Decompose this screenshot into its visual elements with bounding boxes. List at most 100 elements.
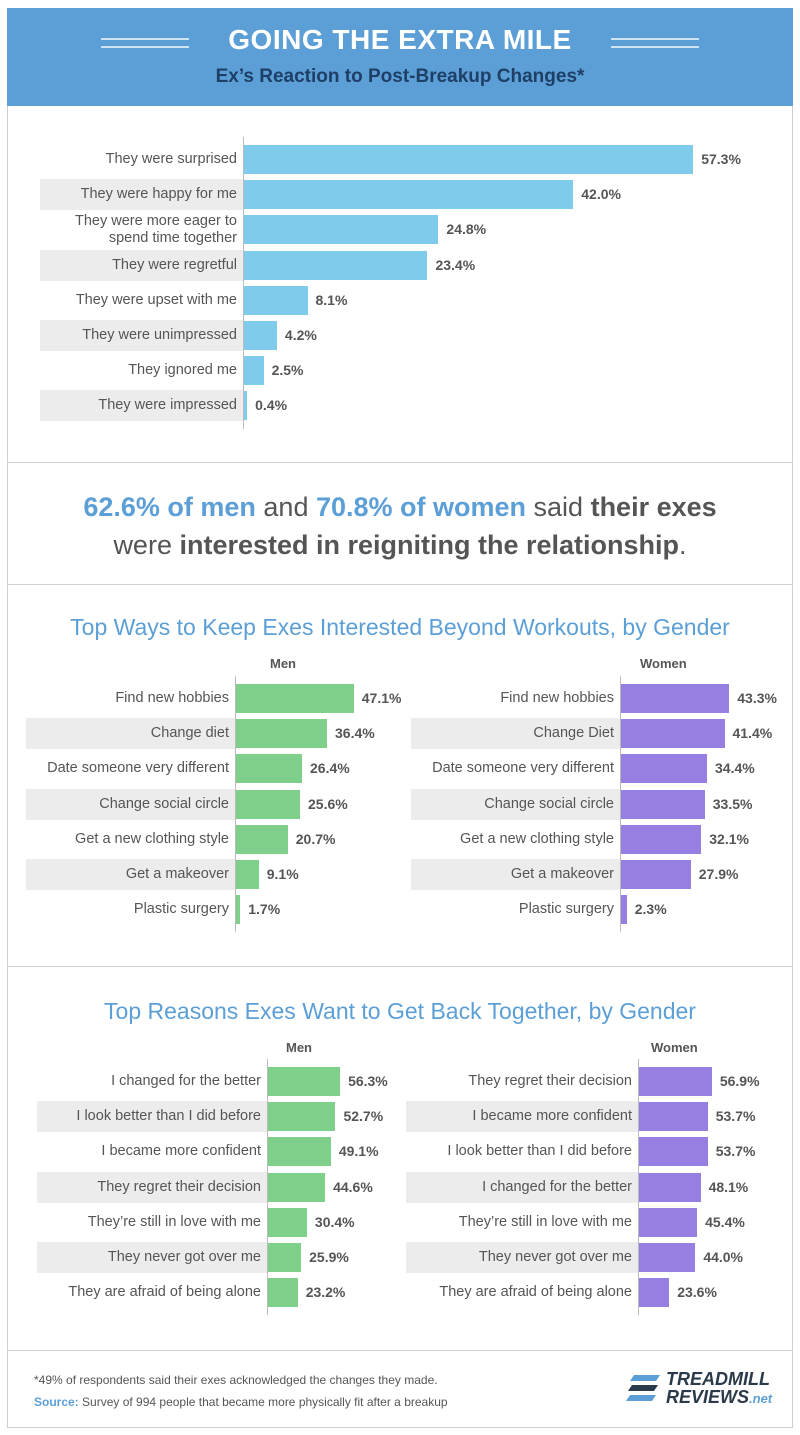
reaction-value-label: 57.3% bbox=[701, 151, 741, 167]
reasons-women-category-label: They are afraid of being alone bbox=[439, 1284, 632, 1301]
ways-women-value-label: 27.9% bbox=[698, 866, 739, 882]
ways-men-category-label: Plastic surgery bbox=[133, 901, 229, 918]
reaction-value-label: 23.4% bbox=[435, 256, 476, 273]
divider-3 bbox=[7, 966, 793, 967]
callout-period: . bbox=[679, 530, 687, 560]
reasons-men-header: Men bbox=[286, 1040, 312, 1055]
reasons-men-category-label: I changed for the better bbox=[111, 1073, 261, 1089]
ways-chart-title: Top Ways to Keep Exes Interested Beyond … bbox=[70, 614, 730, 640]
ways-men-value-label: 1.7% bbox=[248, 901, 281, 918]
reasons-women-bar bbox=[639, 1137, 708, 1167]
title-rule-left bbox=[101, 38, 189, 40]
reasons-men-category-label: I became more confident bbox=[101, 1143, 261, 1160]
ways-women-value-label: 2.3% bbox=[634, 901, 667, 918]
reasons-women-category-label: I look better than I did before bbox=[447, 1143, 632, 1160]
reaction-value-label: 4.2% bbox=[284, 327, 317, 343]
source-text: Survey of 994 people that became more ph… bbox=[78, 1395, 448, 1409]
ways-men-row-band bbox=[26, 718, 235, 750]
ways-women-row-band bbox=[411, 859, 620, 890]
source-line: Source: Survey of 994 people that became… bbox=[34, 1395, 448, 1409]
reasons-women-value-label: 53.7% bbox=[715, 1108, 756, 1125]
ways-women-bar bbox=[621, 895, 627, 925]
reasons-men-bar bbox=[268, 1278, 298, 1308]
ways-men-value-label: 20.7% bbox=[295, 830, 336, 847]
reasons-women-value-label: 44.0% bbox=[703, 1249, 744, 1265]
reaction-bar bbox=[244, 321, 277, 350]
reasons-women-value-label: 48.1% bbox=[708, 1178, 749, 1195]
ways-women-header: Women bbox=[640, 656, 687, 671]
header-banner: GOING THE EXTRA MILE Ex’s Reaction to Po… bbox=[7, 8, 793, 106]
reaction-row-band bbox=[40, 390, 243, 422]
ways-women-row-band bbox=[411, 718, 620, 750]
callout-interested: interested in reigniting the relationshi… bbox=[179, 530, 680, 560]
ways-women-bar bbox=[621, 860, 691, 889]
ways-men-category-label: Get a new clothing style bbox=[75, 830, 229, 847]
reasons-women-bar bbox=[639, 1278, 670, 1308]
ways-men-category-label: Find new hobbies bbox=[115, 690, 229, 706]
footnote: *49% of respondents said their exes ackn… bbox=[34, 1373, 438, 1387]
ways-men-bar bbox=[236, 719, 327, 749]
reasons-men-bar bbox=[268, 1172, 326, 1202]
ways-men-row-band bbox=[26, 788, 235, 820]
reasons-women-row-band bbox=[406, 1101, 638, 1133]
reasons-women-value-label: 53.7% bbox=[715, 1143, 756, 1160]
ways-women-category-label: Plastic surgery bbox=[518, 901, 614, 918]
reaction-category-label: They were surprised bbox=[105, 151, 237, 167]
reasons-men-value-label: 56.3% bbox=[348, 1073, 388, 1089]
reaction-value-label: 8.1% bbox=[315, 291, 348, 308]
divider-1 bbox=[7, 462, 793, 463]
reaction-value-label: 24.8% bbox=[446, 221, 487, 238]
callout-their-exes: their exes bbox=[590, 492, 717, 522]
reasons-men-category-label: I look better than I did before bbox=[76, 1108, 261, 1125]
reaction-row-band bbox=[40, 179, 243, 211]
reasons-men-value-label: 49.1% bbox=[338, 1143, 379, 1160]
ways-men-value-label: 47.1% bbox=[361, 690, 402, 706]
reaction-value-label: 2.5% bbox=[271, 362, 304, 379]
callout-said: said bbox=[526, 492, 591, 522]
reasons-men-bar bbox=[268, 1243, 302, 1272]
reaction-category-label: They were upset with me bbox=[75, 291, 237, 308]
reasons-women-bar bbox=[639, 1243, 696, 1272]
title-rule-right-2 bbox=[611, 46, 699, 48]
reasons-women-category-label: I changed for the better bbox=[482, 1178, 632, 1195]
ways-men-category-label: Date someone very different bbox=[47, 760, 229, 777]
reaction-bar bbox=[244, 391, 248, 421]
reasons-men-value-label: 25.9% bbox=[309, 1249, 349, 1265]
ways-women-category-label: Get a new clothing style bbox=[460, 830, 614, 847]
ways-women-bar bbox=[621, 684, 730, 713]
reaction-category-label: They were happy for me bbox=[80, 186, 237, 203]
title-rule-left-2 bbox=[101, 46, 189, 48]
reasons-chart-title: Top Reasons Exes Want to Get Back Togeth… bbox=[104, 998, 696, 1024]
ways-women-category-label: Date someone very different bbox=[432, 760, 614, 777]
reasons-men-value-label: 52.7% bbox=[343, 1108, 384, 1125]
ways-men-bar bbox=[236, 789, 300, 819]
ways-women-axis bbox=[620, 676, 621, 933]
ways-men-bar bbox=[236, 860, 259, 889]
treadmill-reviews-logo: TREADMILL REVIEWS.net bbox=[626, 1370, 786, 1410]
reaction-bar bbox=[244, 145, 694, 174]
divider-2 bbox=[7, 584, 793, 585]
reasons-men-category-label: They regret their decision bbox=[97, 1178, 261, 1195]
reasons-men-row-band bbox=[37, 1171, 267, 1203]
logo-line1: TREADMILL bbox=[666, 1369, 770, 1389]
reasons-women-header: Women bbox=[651, 1040, 698, 1055]
ways-men-category-label: Change social circle bbox=[99, 795, 229, 812]
callout-and: and bbox=[255, 492, 316, 522]
reaction-category-label: They were unimpressed bbox=[82, 327, 237, 343]
ways-men-value-label: 25.6% bbox=[308, 795, 348, 812]
reasons-men-value-label: 44.6% bbox=[333, 1178, 373, 1195]
ways-women-value-label: 34.4% bbox=[715, 760, 755, 777]
ways-men-value-label: 26.4% bbox=[310, 760, 350, 777]
reasons-men-value-label: 23.2% bbox=[305, 1284, 346, 1301]
divider-4 bbox=[7, 1350, 793, 1351]
reasons-men-bar bbox=[268, 1067, 341, 1096]
logo-suffix: .net bbox=[749, 1391, 773, 1406]
reasons-women-bar bbox=[639, 1207, 698, 1237]
ways-men-bar bbox=[236, 684, 354, 713]
ways-men-axis bbox=[235, 676, 236, 933]
reaction-bar bbox=[244, 215, 439, 245]
reasons-women-value-label: 23.6% bbox=[677, 1284, 717, 1301]
reasons-women-value-label: 56.9% bbox=[719, 1073, 760, 1089]
reaction-category-label: They ignored me bbox=[128, 362, 237, 379]
ways-men-row-band bbox=[26, 859, 235, 890]
